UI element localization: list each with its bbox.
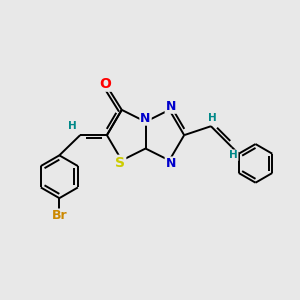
Text: N: N: [166, 100, 176, 113]
Text: N: N: [166, 158, 176, 170]
Text: S: S: [115, 156, 125, 170]
Text: H: H: [208, 113, 217, 123]
Text: N: N: [140, 112, 151, 125]
Text: O: O: [100, 77, 111, 91]
Text: Br: Br: [52, 209, 67, 223]
Text: H: H: [68, 121, 77, 131]
Text: H: H: [229, 150, 238, 161]
